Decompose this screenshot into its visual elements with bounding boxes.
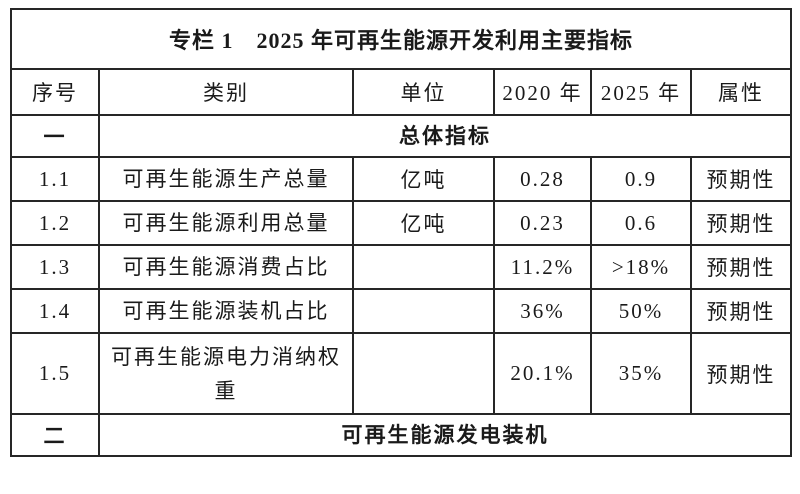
column-header-unit: 单位 xyxy=(352,68,495,116)
unit-cell xyxy=(352,332,495,415)
value-2020-cell: 0.23 xyxy=(493,200,592,246)
table-row: 1.3 可再生能源消费占比 11.2% >18% 预期性 xyxy=(10,244,793,290)
unit-cell: 亿吨 xyxy=(352,200,495,246)
serial-cell: 1.3 xyxy=(10,244,100,290)
section-label: 可再生能源发电装机 xyxy=(97,413,793,457)
value-2025-cell: 35% xyxy=(590,332,692,415)
table-row: 1.2 可再生能源利用总量 亿吨 0.23 0.6 预期性 xyxy=(10,200,793,246)
value-2025-cell: 0.9 xyxy=(590,156,692,202)
renewable-energy-indicator-table: 专栏 1 2025 年可再生能源开发利用主要指标 序号 类别 单位 2020 年… xyxy=(9,8,793,457)
value-2020-cell: 11.2% xyxy=(493,244,592,290)
column-header-attribute: 属性 xyxy=(689,68,793,116)
serial-cell: 1.2 xyxy=(10,200,100,246)
category-cell: 可再生能源生产总量 xyxy=(98,156,354,202)
attribute-cell: 预期性 xyxy=(689,156,793,202)
section-row-power-capacity: 二 可再生能源发电装机 xyxy=(10,413,793,457)
value-2025-cell: >18% xyxy=(590,244,692,290)
attribute-cell: 预期性 xyxy=(689,332,793,415)
table-row: 1.4 可再生能源装机占比 36% 50% 预期性 xyxy=(10,288,793,334)
table-row: 1.1 可再生能源生产总量 亿吨 0.28 0.9 预期性 xyxy=(10,156,793,202)
serial-cell: 1.1 xyxy=(10,156,100,202)
section-row-overall: 一 总体指标 xyxy=(10,114,793,158)
value-2020-cell: 36% xyxy=(493,288,592,334)
column-header-2020: 2020 年 xyxy=(493,68,592,116)
attribute-cell: 预期性 xyxy=(689,244,793,290)
table-title: 专栏 1 2025 年可再生能源开发利用主要指标 xyxy=(9,8,793,70)
table-title-row: 专栏 1 2025 年可再生能源开发利用主要指标 xyxy=(9,8,793,70)
category-cell: 可再生能源消费占比 xyxy=(98,244,354,290)
category-cell: 可再生能源装机占比 xyxy=(98,288,354,334)
serial-cell: 1.4 xyxy=(10,288,100,334)
table-row: 1.5 可再生能源电力消纳权重 20.1% 35% 预期性 xyxy=(10,332,793,415)
column-header-serial: 序号 xyxy=(10,68,100,116)
category-cell: 可再生能源电力消纳权重 xyxy=(98,332,354,415)
value-2020-cell: 0.28 xyxy=(493,156,592,202)
attribute-cell: 预期性 xyxy=(689,200,793,246)
serial-cell: 1.5 xyxy=(10,332,100,415)
attribute-cell: 预期性 xyxy=(689,288,793,334)
value-2020-cell: 20.1% xyxy=(493,332,592,415)
category-cell: 可再生能源利用总量 xyxy=(98,200,354,246)
table-header-row: 序号 类别 单位 2020 年 2025 年 属性 xyxy=(10,68,793,116)
unit-cell xyxy=(352,288,495,334)
unit-cell: 亿吨 xyxy=(352,156,495,202)
column-header-2025: 2025 年 xyxy=(590,68,692,116)
column-header-category: 类别 xyxy=(98,68,354,116)
unit-cell xyxy=(352,244,495,290)
value-2025-cell: 0.6 xyxy=(590,200,692,246)
value-2025-cell: 50% xyxy=(590,288,692,334)
section-number: 一 xyxy=(10,114,100,158)
section-label: 总体指标 xyxy=(97,114,793,158)
section-number: 二 xyxy=(10,413,100,457)
